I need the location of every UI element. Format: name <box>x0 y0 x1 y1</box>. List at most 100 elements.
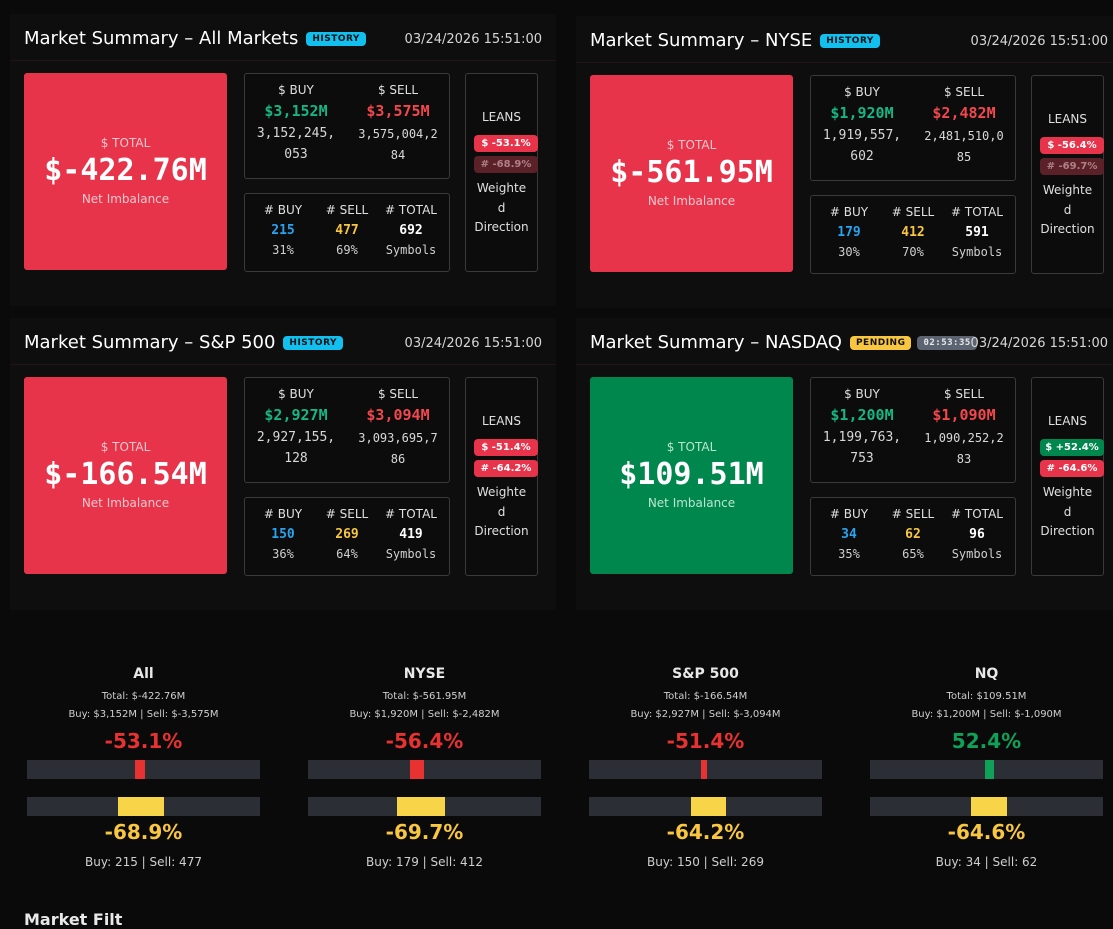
count-sell-value: 477 <box>335 223 359 238</box>
market-gauge: S&P 500 Total: $-166.54M Buy: $2,927M | … <box>589 666 822 869</box>
dollar-sell-full-1: 3,093,695,7 <box>358 431 438 445</box>
gauge-counts: Buy: 150 | Sell: 269 <box>647 855 764 869</box>
count-gauge-track <box>308 797 541 816</box>
net-imbalance-box: $ TOTAL $-166.54M Net Imbalance <box>24 377 227 574</box>
dollar-buy-full-2: 753 <box>850 451 874 466</box>
dollar-buy-full-2: 053 <box>284 147 308 162</box>
count-sell-pct: 65% <box>902 547 924 561</box>
dollar-buy-value: $1,200M <box>830 406 894 424</box>
count-buy-label: # BUY <box>829 507 869 521</box>
count-sell-pct: 70% <box>902 245 924 259</box>
count-lean-pill: # -68.9% <box>474 156 538 173</box>
dollar-buy-label: $ BUY <box>278 387 314 401</box>
dollar-buy-label: $ BUY <box>844 85 880 99</box>
count-total-label: # TOTAL <box>951 507 1003 521</box>
panel-timestamp: 03/24/2026 15:51:00 <box>404 32 542 47</box>
count-buy-label: # BUY <box>263 203 303 217</box>
panel-title-row: Market Summary – S&P 500 HISTORY <box>24 332 344 353</box>
dollar-sell-full-1: 1,090,252,2 <box>924 431 1004 445</box>
count-lean-pill: # -64.2% <box>474 460 538 477</box>
net-imbalance-label: Net Imbalance <box>647 496 736 510</box>
leans-label: LEANS <box>1047 112 1088 126</box>
count-buy-sell-box: # BUY 150 36% # SELL 269 64% # TOTAL 419… <box>244 497 450 576</box>
dollar-gauge-marker <box>700 760 708 779</box>
dollar-buy-label: $ BUY <box>278 83 314 97</box>
net-imbalance-box: $ TOTAL $-422.76M Net Imbalance <box>24 73 227 270</box>
gauge-count-pct: -64.6% <box>947 820 1026 844</box>
count-gauge-marker <box>396 797 445 816</box>
panel-title: Market Summary – NYSE <box>590 30 813 51</box>
dollar-sell-full-2: 86 <box>390 452 406 466</box>
dollar-buy-sell-box: $ BUY $2,927M 2,927,155, 128 $ SELL $3,0… <box>244 377 450 483</box>
gauge-market-name: NYSE <box>403 666 446 682</box>
count-buy-sell-box: # BUY 34 35% # SELL 62 65% # TOTAL 96 Sy… <box>810 497 1016 576</box>
dollar-sell-full-1: 2,481,510,0 <box>924 129 1004 143</box>
count-buy-label: # BUY <box>829 205 869 219</box>
dollar-buy-value: $3,152M <box>264 102 328 120</box>
leans-box: LEANS $ +52.4% # -64.6% Weighte d Directio… <box>1031 377 1104 576</box>
panel-title: Market Summary – NASDAQ <box>590 332 842 353</box>
dollar-sell-full-2: 83 <box>956 452 972 466</box>
gauge-market-name: All <box>133 666 154 682</box>
market-filter-heading: Market Filt <box>24 910 123 929</box>
panel-timestamp: 03/24/2026 15:51:00 <box>970 34 1108 49</box>
leans-box: LEANS $ -56.4% # -69.7% Weighte d Directio… <box>1031 75 1104 274</box>
count-buy-value: 34 <box>841 527 857 542</box>
count-buy-pct: 35% <box>838 547 860 561</box>
gauge-counts: Buy: 215 | Sell: 477 <box>85 855 202 869</box>
dollar-buy-full-1: 1,199,763, <box>822 430 902 445</box>
count-total-label: # TOTAL <box>951 205 1003 219</box>
total-label: $ TOTAL <box>100 136 151 150</box>
leans-label: LEANS <box>1047 414 1088 428</box>
weighted-direction-label: Weighte d Direction <box>1040 485 1095 538</box>
dollar-gauge-track <box>870 760 1103 779</box>
count-sell-label: # SELL <box>325 203 369 217</box>
market-summary-panel: Market Summary – S&P 500 HISTORY 03/24/2… <box>10 318 556 610</box>
dollar-sell-full-1: 3,575,004,2 <box>358 127 438 141</box>
gauge-counts: Buy: 179 | Sell: 412 <box>366 855 483 869</box>
history-badge[interactable]: HISTORY <box>283 335 344 350</box>
panel-title-row: Market Summary – All Markets HISTORY <box>24 28 366 49</box>
history-badge[interactable]: HISTORY <box>306 31 366 46</box>
countdown-timer: 02:53:35 <box>917 335 977 350</box>
net-imbalance-label: Net Imbalance <box>647 194 736 208</box>
dollar-sell-label: $ SELL <box>377 387 419 401</box>
history-badge[interactable]: HISTORY <box>820 33 880 48</box>
panel-divider <box>10 60 556 61</box>
gauge-buy-sell: Buy: $1,920M | Sell: $-2,482M <box>349 709 500 720</box>
count-gauge-marker <box>971 797 1007 816</box>
gauge-dollar-pct: -56.4% <box>385 729 464 753</box>
count-total-value: 96 <box>969 527 985 542</box>
count-lean-pill: # -64.6% <box>1040 460 1104 477</box>
count-sell-pct: 64% <box>336 547 358 561</box>
dollar-lean-pill: $ -56.4% <box>1040 137 1104 154</box>
count-gauge-marker <box>117 797 164 816</box>
panel-title-row: Market Summary – NASDAQ PENDING 02:53:35 <box>590 332 977 353</box>
panel-divider <box>576 364 1113 365</box>
count-total-value: 591 <box>965 225 989 240</box>
count-gauge-track <box>589 797 822 816</box>
count-buy-pct: 30% <box>838 245 860 259</box>
panel-title: Market Summary – All Markets <box>24 28 299 49</box>
dollar-buy-full-1: 3,152,245, <box>256 126 336 141</box>
market-gauge: NYSE Total: $-561.95M Buy: $1,920M | Sel… <box>308 666 541 869</box>
net-imbalance-value: $-422.76M <box>44 153 207 188</box>
count-buy-value: 179 <box>837 225 861 240</box>
net-imbalance-value: $109.51M <box>619 457 764 492</box>
dollar-buy-full-2: 128 <box>284 451 308 466</box>
gauge-count-pct: -68.9% <box>104 820 183 844</box>
count-buy-pct: 36% <box>272 547 294 561</box>
dollar-lean-pill: $ -51.4% <box>474 439 538 456</box>
market-summary-panel: Market Summary – NASDAQ PENDING 02:53:35… <box>576 318 1113 610</box>
market-gauge: All Total: $-422.76M Buy: $3,152M | Sell… <box>27 666 260 869</box>
pending-badge[interactable]: PENDING <box>849 335 912 350</box>
gauge-dollar-pct: -51.4% <box>666 729 745 753</box>
count-sell-label: # SELL <box>891 205 935 219</box>
symbols-label: Symbols <box>951 245 1003 259</box>
count-gauge-marker <box>691 797 726 816</box>
dollar-buy-full-1: 2,927,155, <box>256 430 336 445</box>
dollar-gauge-marker <box>985 760 994 779</box>
net-imbalance-label: Net Imbalance <box>81 192 170 206</box>
total-label: $ TOTAL <box>666 138 717 152</box>
weighted-direction-label: Weighte d Direction <box>1040 183 1095 236</box>
